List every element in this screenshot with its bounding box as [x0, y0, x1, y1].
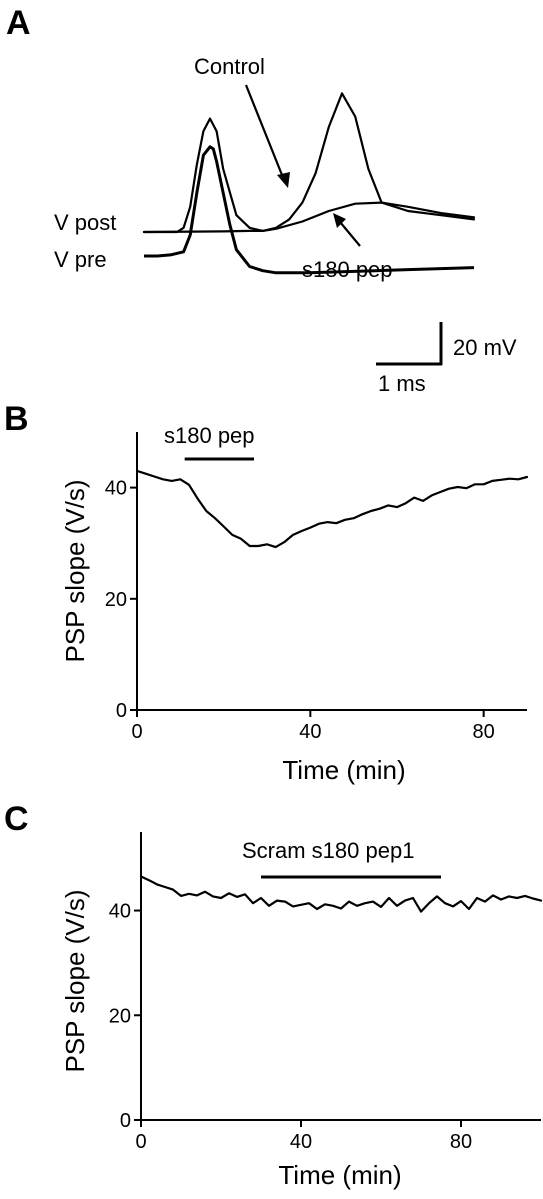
panel-b-xtick-label: 80 — [473, 721, 495, 743]
panel-b-series-line — [135, 469, 529, 549]
panel-c-ytick-label: 20 — [109, 1005, 131, 1027]
panel-b-bar-label: s180 pep — [164, 423, 255, 448]
panel-b-axis-lines — [136, 432, 527, 711]
arrow-control-head — [277, 172, 290, 188]
panel-c-series-line — [139, 875, 543, 913]
scale-bar: 20 mV 1 ms — [376, 322, 517, 396]
panel-b-ylabel: PSP slope (V/s) — [60, 479, 90, 662]
arrow-control — [244, 84, 286, 181]
label-control: Control — [194, 54, 265, 79]
panel-b-ytick-label: 20 — [105, 589, 127, 611]
scale-label-voltage: 20 mV — [453, 335, 517, 360]
panel-b-xtick-label: 0 — [131, 721, 142, 743]
arrow-pep-head — [333, 213, 346, 228]
trace-v-pre — [144, 145, 475, 275]
arrow-pep — [339, 221, 361, 247]
trace-s180-pep — [142, 201, 476, 234]
panel-c-xtick-label: 0 — [135, 1131, 146, 1153]
panel-c-xtick-label: 80 — [450, 1131, 472, 1153]
panel-b-ytick-label: 0 — [116, 700, 127, 722]
panel-letter-c: C — [4, 800, 29, 838]
panel-b-xtick-label: 40 — [299, 721, 321, 743]
panel-b-ytick-label: 40 — [105, 478, 127, 500]
panel-c-xlabel: Time (min) — [278, 1160, 401, 1190]
panel-letter-b: B — [4, 400, 29, 438]
panel-c-ytick-label: 0 — [120, 1110, 131, 1132]
panel-c-xtick-label: 40 — [290, 1131, 312, 1153]
panel-c-ylabel: PSP slope (V/s) — [60, 889, 90, 1072]
label-v-post: V post — [54, 210, 116, 235]
panel-letter-a: A — [6, 4, 31, 42]
label-v-pre: V pre — [54, 247, 107, 272]
panel-c-ytick-label: 40 — [109, 901, 131, 923]
panel-c-axis-lines — [140, 832, 541, 1121]
label-s180-pep: s180 pep — [302, 257, 393, 282]
panel-c-chart: 0 40 80 0 20 40 Scram s180 pep1 Time (min) PS… — [60, 832, 543, 1190]
panel-b-chart: 0 40 80 0 20 40 s180 pep Time (min) PSP slope… — [60, 423, 529, 785]
scale-label-time: 1 ms — [378, 371, 426, 396]
panel-b-xlabel: Time (min) — [282, 755, 405, 785]
panel-a-traces: V post V pre Control s180 pep 20 mV 1 ms — [54, 54, 517, 396]
panel-c-bar-label: Scram s180 pep1 — [242, 838, 414, 863]
